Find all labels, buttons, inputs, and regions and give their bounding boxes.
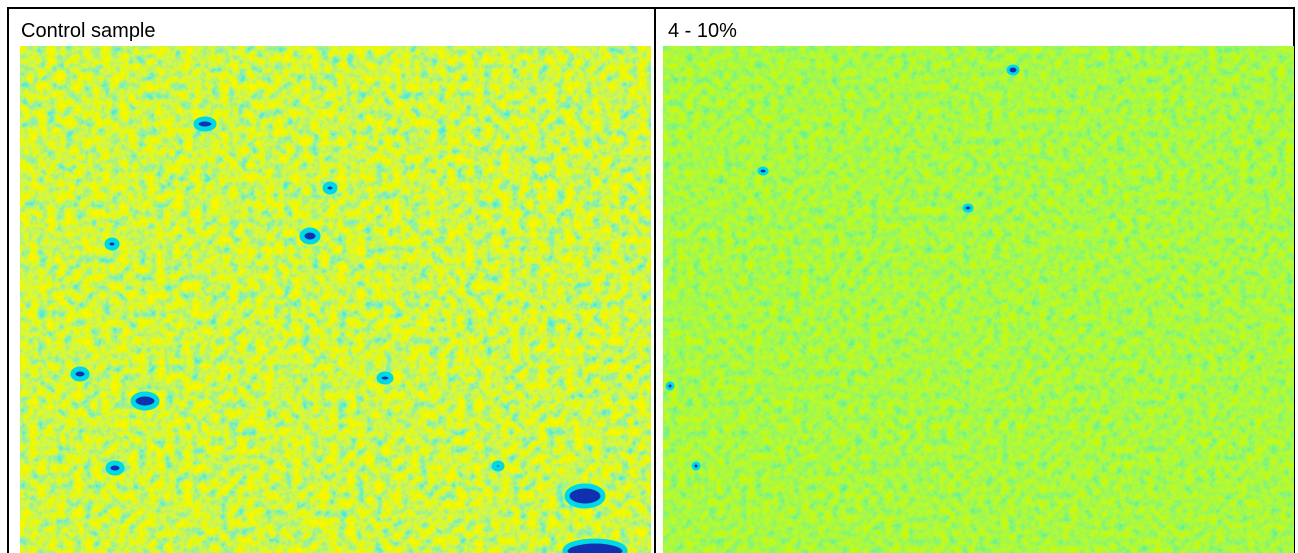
table-cell: Control sample: [9, 9, 656, 553]
column-header: 4 - 10%: [668, 19, 737, 43]
column-header: Control sample: [21, 19, 156, 43]
table-cell: 4 - 10%: [656, 9, 1295, 553]
noise-texture: [663, 46, 1294, 553]
heatmap-image: [663, 46, 1294, 553]
heatmap-image: [20, 46, 651, 553]
noise-texture: [20, 46, 651, 553]
table: Control sample: [7, 7, 1295, 553]
page: Control sample: [0, 0, 1298, 553]
